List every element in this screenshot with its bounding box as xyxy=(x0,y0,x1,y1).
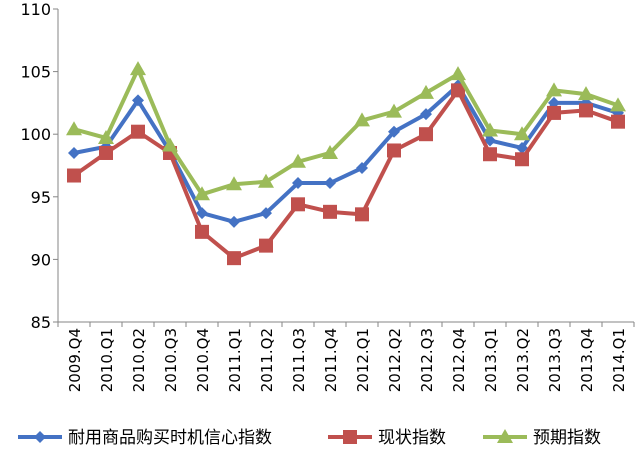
data-point xyxy=(67,168,81,183)
data-point xyxy=(162,137,178,152)
x-tick-label: 2013.Q4 xyxy=(578,328,596,392)
data-point xyxy=(227,251,241,266)
y-tick-label: 95 xyxy=(31,188,51,207)
y-tick-label: 105 xyxy=(20,63,51,82)
x-tick-label: 2010.Q3 xyxy=(162,328,180,392)
data-point xyxy=(387,143,401,158)
x-tick-label: 2013.Q1 xyxy=(482,328,500,392)
data-point xyxy=(324,177,336,190)
legend-item: 预期指数 xyxy=(483,428,601,448)
data-point xyxy=(68,146,80,159)
data-point xyxy=(483,147,497,162)
x-tick-label: 2013.Q2 xyxy=(514,328,532,392)
legend-item: 现状指数 xyxy=(328,428,446,448)
data-point xyxy=(226,176,242,191)
data-point xyxy=(354,112,370,127)
data-point xyxy=(515,152,529,167)
data-point xyxy=(98,129,114,144)
x-tick-label: 2014.Q1 xyxy=(610,328,628,392)
y-tick-label: 100 xyxy=(20,125,51,144)
data-point xyxy=(420,108,432,121)
x-tick-label: 2010.Q4 xyxy=(194,328,212,392)
legend: 耐用商品购买时机信心指数 现状指数 预期指数 xyxy=(18,428,601,448)
y-tick-label: 110 xyxy=(20,0,51,19)
data-point xyxy=(451,83,465,98)
x-tick-label: 2012.Q3 xyxy=(418,328,436,392)
series-layer xyxy=(66,61,626,266)
x-tick-label: 2012.Q2 xyxy=(386,328,404,392)
data-point xyxy=(132,94,144,107)
x-tick-label: 2012.Q1 xyxy=(354,328,372,392)
data-point xyxy=(484,134,496,147)
legend-label: 现状指数 xyxy=(378,428,446,448)
data-point xyxy=(130,61,146,76)
data-point xyxy=(386,103,402,118)
data-point xyxy=(194,186,210,201)
x-tick-label: 2011.Q4 xyxy=(322,328,340,392)
data-point xyxy=(259,238,273,253)
data-point xyxy=(514,126,530,141)
y-tick-label: 90 xyxy=(31,250,51,269)
data-point xyxy=(450,66,466,81)
data-point xyxy=(131,124,145,139)
x-tick-label: 2010.Q1 xyxy=(98,328,116,392)
x-tick-label: 2013.Q3 xyxy=(546,328,564,392)
data-point xyxy=(228,215,240,228)
data-point xyxy=(579,103,593,118)
legend-item: 耐用商品购买时机信心指数 xyxy=(18,428,272,448)
data-point xyxy=(258,173,274,188)
data-point xyxy=(548,96,560,109)
legend-label: 耐用商品购买时机信心指数 xyxy=(68,428,272,448)
data-point xyxy=(195,224,209,239)
data-point xyxy=(418,84,434,99)
legend-marker xyxy=(34,431,46,443)
data-point xyxy=(290,153,306,168)
data-point xyxy=(322,144,338,159)
data-point xyxy=(611,114,625,129)
data-point xyxy=(99,145,113,160)
data-point xyxy=(356,162,368,175)
x-tick-label: 2011.Q2 xyxy=(258,328,276,392)
data-point xyxy=(323,204,337,219)
x-tick-label: 2011.Q3 xyxy=(290,328,308,392)
data-point xyxy=(355,207,369,222)
x-tick-label: 2010.Q2 xyxy=(130,328,148,392)
x-tick-label: 2012.Q4 xyxy=(450,328,468,392)
data-point xyxy=(546,82,562,97)
series-line xyxy=(73,67,619,197)
data-point xyxy=(482,122,498,137)
legend-marker xyxy=(497,429,513,443)
series-line xyxy=(73,83,619,224)
series-3 xyxy=(66,61,626,201)
axes: 85 90 95 100 105 110 2009.Q4 2010.Q1 2010.Q2 2010… xyxy=(20,0,635,392)
data-point xyxy=(419,127,433,142)
legend-label: 预期指数 xyxy=(533,428,601,448)
data-point xyxy=(388,125,400,138)
data-point xyxy=(66,121,82,136)
x-tick-label: 2011.Q1 xyxy=(226,328,244,392)
data-point xyxy=(547,105,561,120)
y-tick-label: 85 xyxy=(31,313,51,332)
x-tick-label: 2009.Q4 xyxy=(66,328,84,392)
data-point xyxy=(610,97,626,112)
data-point xyxy=(291,197,305,212)
data-point xyxy=(516,141,528,154)
data-point xyxy=(260,207,272,220)
data-point xyxy=(292,177,304,190)
data-point xyxy=(578,86,594,101)
legend-marker xyxy=(343,430,357,444)
data-point xyxy=(196,207,208,220)
